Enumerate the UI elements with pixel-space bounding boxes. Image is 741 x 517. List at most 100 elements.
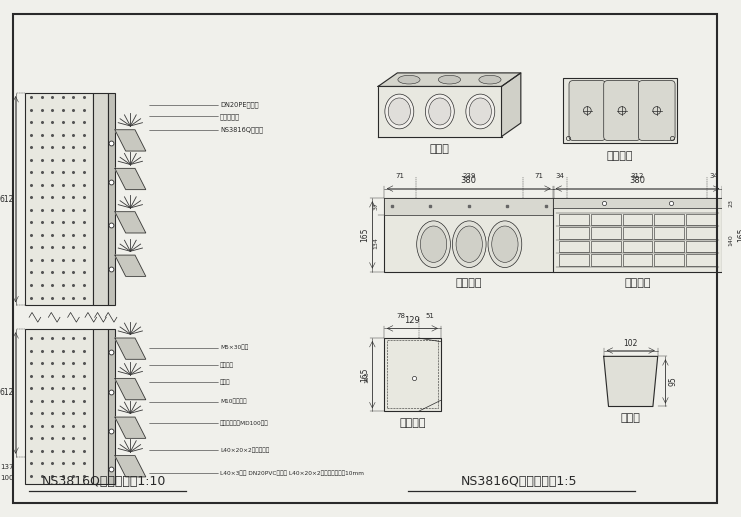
Bar xyxy=(559,254,589,266)
Bar xyxy=(384,198,554,271)
Bar xyxy=(559,241,589,252)
Text: 侧面视图: 侧面视图 xyxy=(399,418,425,428)
Bar xyxy=(622,241,652,252)
Bar xyxy=(654,214,684,225)
Ellipse shape xyxy=(429,98,451,125)
Text: 种植杯: 种植杯 xyxy=(621,413,641,423)
Ellipse shape xyxy=(492,226,518,263)
Polygon shape xyxy=(115,455,146,477)
Polygon shape xyxy=(502,73,521,136)
Text: 165: 165 xyxy=(360,227,370,242)
Text: 153: 153 xyxy=(365,371,370,383)
Text: 轻质保水基质MD100套杯: 轻质保水基质MD100套杯 xyxy=(220,420,269,425)
Text: M5×30射钉: M5×30射钉 xyxy=(220,345,248,351)
Polygon shape xyxy=(115,212,146,233)
Ellipse shape xyxy=(439,75,461,84)
Ellipse shape xyxy=(479,75,501,84)
Text: 37: 37 xyxy=(373,203,378,210)
Polygon shape xyxy=(115,169,146,190)
Bar xyxy=(654,254,684,266)
Text: DN20PE滴灌管: DN20PE滴灌管 xyxy=(220,101,259,108)
Text: 380: 380 xyxy=(629,176,645,185)
Text: 71: 71 xyxy=(534,173,543,179)
Bar xyxy=(553,198,722,271)
Polygon shape xyxy=(378,86,502,136)
Text: 34: 34 xyxy=(556,173,565,179)
Bar xyxy=(622,227,652,239)
Text: 612: 612 xyxy=(0,388,13,398)
Ellipse shape xyxy=(425,94,454,129)
Text: 165: 165 xyxy=(360,368,370,382)
Text: 137: 137 xyxy=(0,464,13,470)
Bar xyxy=(559,214,589,225)
Text: 134: 134 xyxy=(373,237,378,249)
Bar xyxy=(93,329,108,483)
Bar xyxy=(622,254,652,266)
Text: 140: 140 xyxy=(728,234,733,246)
Bar xyxy=(25,329,93,483)
FancyBboxPatch shape xyxy=(604,81,640,141)
Ellipse shape xyxy=(388,98,411,125)
Text: NS3816Q种植盒: NS3816Q种植盒 xyxy=(220,127,263,133)
Bar xyxy=(591,214,621,225)
Text: 612: 612 xyxy=(0,195,13,204)
Bar xyxy=(559,227,589,239)
Ellipse shape xyxy=(488,221,522,267)
Bar xyxy=(108,93,115,305)
Ellipse shape xyxy=(385,94,413,129)
Text: 102: 102 xyxy=(623,339,638,347)
Bar xyxy=(591,254,621,266)
Bar xyxy=(622,214,652,225)
Polygon shape xyxy=(115,378,146,400)
Bar xyxy=(686,214,716,225)
Text: 239: 239 xyxy=(462,173,476,179)
Polygon shape xyxy=(115,338,146,359)
Text: 孔可控滴头: 孔可控滴头 xyxy=(220,113,240,119)
Ellipse shape xyxy=(469,98,491,125)
FancyBboxPatch shape xyxy=(639,81,675,141)
Polygon shape xyxy=(115,255,146,276)
Polygon shape xyxy=(604,356,658,406)
Polygon shape xyxy=(115,130,146,151)
Text: NS3816Q种植盒详图1:5: NS3816Q种植盒详图1:5 xyxy=(461,476,577,489)
Bar xyxy=(387,340,438,408)
Text: 背面视图: 背面视图 xyxy=(624,278,651,288)
Text: L40×3角钢 DN20PVC排水管 L40×20×2镀锌矩形管长度10mm: L40×3角钢 DN20PVC排水管 L40×20×2镀锌矩形管长度10mm xyxy=(220,470,364,476)
Text: L40×20×2镀锌矩形管: L40×20×2镀锌矩形管 xyxy=(220,447,269,453)
Text: 100: 100 xyxy=(0,475,13,481)
Text: 78: 78 xyxy=(396,313,406,319)
Text: M10膨胀螺栓: M10膨胀螺栓 xyxy=(220,399,247,404)
Bar xyxy=(654,241,684,252)
Bar xyxy=(384,198,554,215)
Bar xyxy=(384,338,441,412)
Bar xyxy=(591,241,621,252)
Ellipse shape xyxy=(398,75,420,84)
Bar xyxy=(654,227,684,239)
Ellipse shape xyxy=(466,94,495,129)
Text: 312: 312 xyxy=(631,173,644,179)
Bar xyxy=(25,93,93,305)
Text: 种植杯: 种植杯 xyxy=(220,379,230,385)
Text: 71: 71 xyxy=(395,173,405,179)
Ellipse shape xyxy=(416,221,451,267)
Text: 129: 129 xyxy=(405,315,420,325)
FancyBboxPatch shape xyxy=(569,81,605,141)
Text: 34: 34 xyxy=(710,173,719,179)
Text: 专络苗木: 专络苗木 xyxy=(220,362,234,368)
Bar xyxy=(591,227,621,239)
Text: 正面视图: 正面视图 xyxy=(456,278,482,288)
Text: 380: 380 xyxy=(461,176,476,185)
Bar xyxy=(686,227,716,239)
Text: 透视图: 透视图 xyxy=(430,144,450,154)
Text: 165: 165 xyxy=(737,227,741,242)
Text: 顶面视图: 顶面视图 xyxy=(607,151,634,161)
Bar xyxy=(563,78,677,143)
Text: NS3816Q种植盒详图1:10: NS3816Q种植盒详图1:10 xyxy=(42,476,167,489)
Text: 51: 51 xyxy=(425,313,434,319)
Text: 95: 95 xyxy=(668,376,677,386)
Ellipse shape xyxy=(456,226,482,263)
Bar xyxy=(93,93,108,305)
Bar xyxy=(553,198,722,208)
Polygon shape xyxy=(115,417,146,438)
Ellipse shape xyxy=(420,226,447,263)
